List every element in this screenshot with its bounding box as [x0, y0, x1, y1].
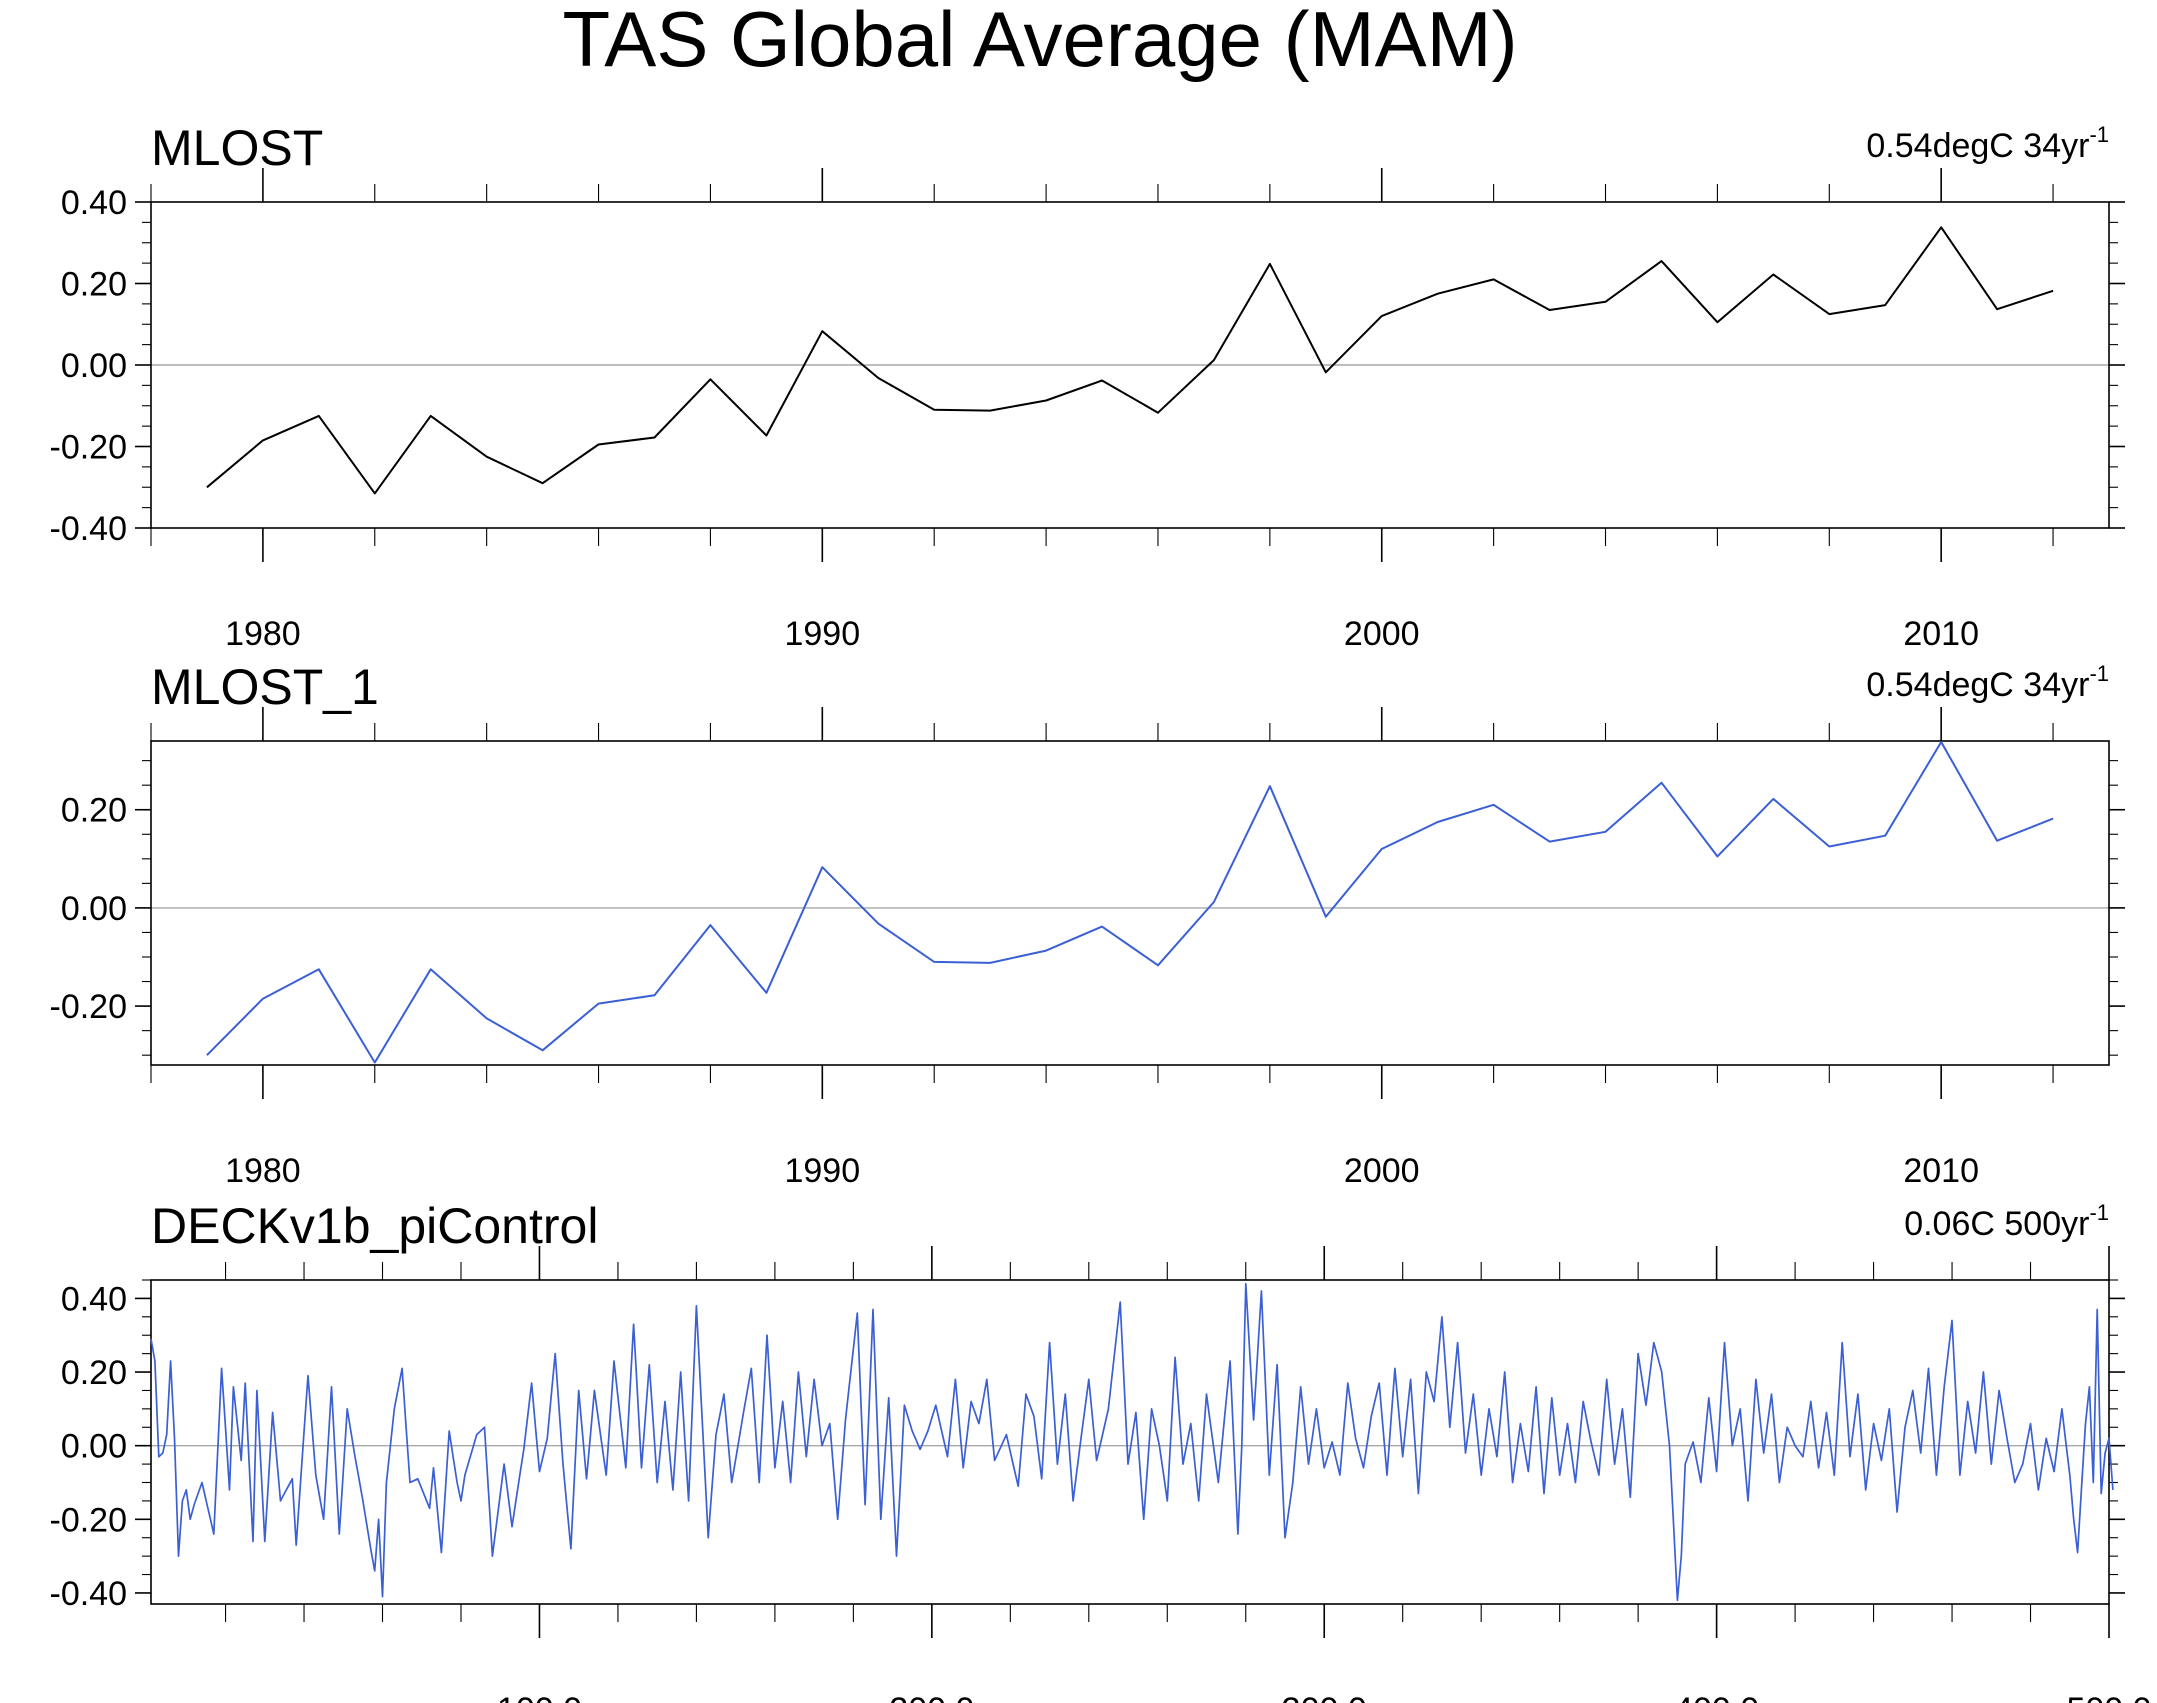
trend-label-mlost-1: 0.54degC 34yr-1: [1866, 661, 2109, 704]
ytick-label-mlost-2: 0.00: [61, 347, 127, 385]
panel-title-deckv1b-picontrol: DECKv1b_piControl: [151, 1198, 598, 1254]
trend-exponent-deckv1b-picontrol: -1: [2089, 1200, 2109, 1225]
xtick-label-deckv1b-picontrol-4: 500.0: [2066, 1691, 2151, 1703]
plot-frame-mlost-1: [150, 740, 2110, 1066]
xtick-label-deckv1b-picontrol-1: 200.0: [889, 1691, 974, 1703]
xtick-label-mlost-1-0: 1980: [225, 1152, 301, 1190]
xtick-label-mlost-1-1: 1990: [784, 1152, 860, 1190]
xtick-label-mlost-2: 2000: [1344, 615, 1420, 653]
ytick-label-mlost-0: -0.40: [50, 510, 128, 548]
panel-deckv1b-picontrol: DECKv1b_piControl 0.06C 500yr-1 -0.40 -0.20…: [50, 1198, 2152, 1703]
ytick-label-deckv1b-picontrol-1: -0.20: [50, 1501, 128, 1539]
xtick-label-mlost-3: 2010: [1903, 615, 1979, 653]
panels: MLOST 0.54degC 34yr-1 -0.40 -0.20 0.00 0.20 0.…: [50, 120, 2152, 1703]
panel-title-mlost: MLOST: [151, 120, 323, 176]
xtick-label-deckv1b-picontrol-2: 300.0: [1282, 1691, 1367, 1703]
ytick-label-deckv1b-picontrol-0: -0.40: [50, 1575, 128, 1613]
ytick-label-mlost-3: 0.20: [61, 266, 127, 304]
trend-label-mlost: 0.54degC 34yr-1: [1866, 122, 2109, 165]
trend-exponent-mlost: -1: [2089, 122, 2109, 147]
xtick-label-mlost-1-3: 2010: [1903, 1152, 1979, 1190]
ytick-label-mlost-1-1: 0.00: [61, 890, 127, 928]
ytick-label-deckv1b-picontrol-4: 0.40: [61, 1280, 127, 1318]
ytick-label-mlost-1: -0.20: [50, 429, 128, 467]
ytick-label-mlost-1-2: 0.20: [61, 792, 127, 830]
ytick-label-deckv1b-picontrol-3: 0.20: [61, 1354, 127, 1392]
series-line-mlost-1: [206, 741, 2054, 1064]
trend-label-deckv1b-picontrol: 0.06C 500yr-1: [1904, 1200, 2109, 1243]
xtick-label-mlost-0: 1980: [225, 615, 301, 653]
panel-title-mlost-1: MLOST_1: [151, 659, 379, 715]
xtick-label-deckv1b-picontrol-0: 100.0: [497, 1691, 582, 1703]
main-title: TAS Global Average (MAM): [562, 0, 1517, 83]
ytick-label-mlost-1-0: -0.20: [50, 988, 128, 1026]
xtick-label-mlost-1: 1990: [784, 615, 860, 653]
panel-mlost: MLOST 0.54degC 34yr-1 -0.40 -0.20 0.00 0.20 0.…: [50, 120, 2125, 653]
series-line-deckv1b-picontrol: [150, 1282, 2114, 1602]
xtick-label-mlost-1-2: 2000: [1344, 1152, 1420, 1190]
xtick-label-deckv1b-picontrol-3: 400.0: [1674, 1691, 1759, 1703]
ytick-label-mlost-4: 0.40: [61, 184, 127, 222]
panel-mlost-1: MLOST_1 0.54degC 34yr-1 -0.20 0.00 0.20 1980 1…: [50, 659, 2125, 1190]
series-line-mlost: [206, 226, 2054, 495]
ytick-label-deckv1b-picontrol-2: 0.00: [61, 1428, 127, 1466]
trend-exponent-mlost-1: -1: [2089, 661, 2109, 686]
